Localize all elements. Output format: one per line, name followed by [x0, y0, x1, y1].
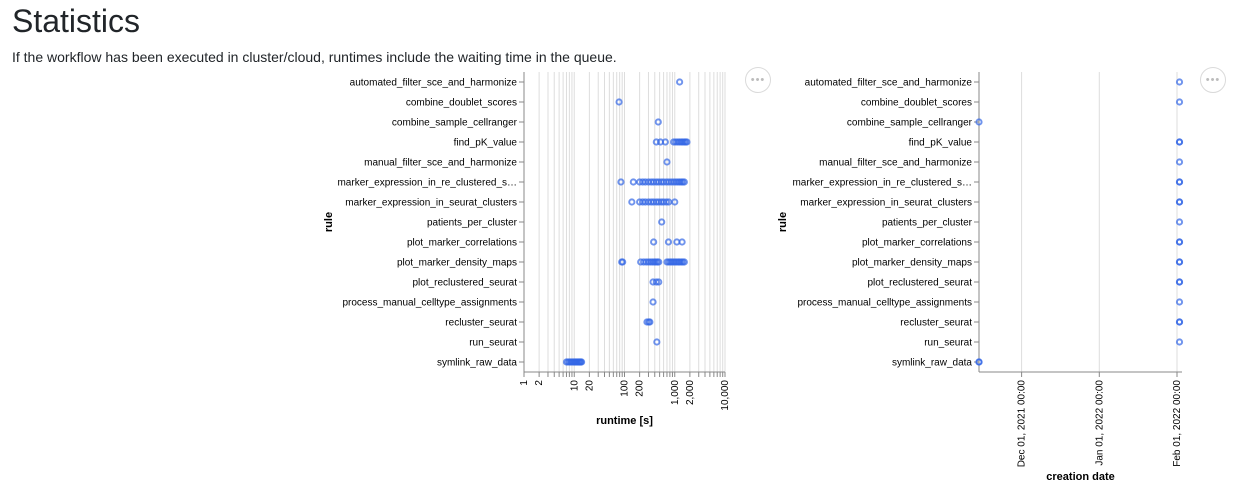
y-tick-label: process_manual_celltype_assignments [342, 298, 517, 309]
more-icon: ••• [1205, 73, 1221, 86]
x-tick-label: Jan 01, 2022 00:00 [1094, 380, 1105, 466]
data-point [680, 258, 688, 266]
y-tick-label: marker_expression_in_seurat_clusters [345, 198, 517, 209]
y-axis-title: rule [323, 212, 335, 232]
data-point [1175, 258, 1184, 266]
y-tick-label: plot_reclustered_seurat [412, 278, 517, 289]
y-tick-label: recluster_seurat [445, 318, 517, 329]
data-point [1175, 218, 1184, 226]
x-tick-label: 100 [620, 380, 631, 397]
y-tick-label: plot_marker_density_maps [852, 258, 972, 269]
data-point [678, 238, 686, 246]
y-tick-label: symlink_raw_data [437, 358, 517, 369]
y-tick-label: plot_marker_correlations [862, 238, 972, 249]
data-point [649, 298, 657, 306]
page-description: If the workflow has been executed in clu… [12, 49, 617, 65]
data-point [664, 238, 673, 246]
data-point [653, 338, 661, 346]
y-tick-label: run_seurat [469, 338, 517, 349]
data-point [619, 258, 627, 266]
data-point [676, 78, 684, 86]
x-tick-label: 1 [519, 380, 530, 386]
data-point [577, 358, 586, 366]
x-tick-label: 2 [534, 380, 545, 386]
data-point [680, 178, 688, 186]
y-tick-label: recluster_seurat [900, 318, 972, 329]
runtime-chart-actions-button[interactable]: ••• [745, 67, 771, 93]
y-tick-label: process_manual_celltype_assignments [797, 298, 972, 309]
data-point [652, 138, 660, 146]
data-point [1175, 78, 1184, 86]
x-tick-label: 2,000 [685, 380, 696, 405]
y-tick-label: symlink_raw_data [892, 358, 972, 369]
y-tick-label: manual_filter_sce_and_harmonize [364, 158, 517, 169]
x-tick-label: Dec 01, 2021 00:00 [1017, 380, 1028, 468]
creation-date-chart-actions-button[interactable]: ••• [1200, 67, 1226, 93]
data-point [1175, 338, 1184, 346]
y-tick-label: find_pK_value [909, 138, 973, 149]
data-point [617, 178, 625, 186]
y-tick-label: automated_filter_sce_and_harmonize [350, 78, 518, 89]
x-tick-label: 20 [584, 380, 595, 392]
data-point [1175, 158, 1184, 166]
data-point [658, 218, 666, 226]
y-tick-label: combine_sample_cellranger [392, 118, 518, 129]
y-tick-label: combine_doublet_scores [406, 98, 517, 109]
data-point [975, 358, 983, 366]
x-tick-label: 10 [569, 380, 580, 392]
y-tick-label: automated_filter_sce_and_harmonize [805, 78, 973, 89]
data-point [646, 318, 654, 326]
data-point [663, 158, 671, 166]
y-tick-label: manual_filter_sce_and_harmonize [819, 158, 972, 169]
x-tick-label: Feb 01, 2022 00:00 [1172, 380, 1183, 467]
page-title: Statistics [12, 3, 141, 39]
y-tick-label: patients_per_cluster [882, 218, 973, 229]
y-tick-label: marker_expression_in_re_clustered_s… [792, 178, 972, 189]
data-point [1175, 178, 1184, 186]
y-tick-label: combine_sample_cellranger [847, 118, 973, 129]
x-axis-title: creation date [1046, 471, 1114, 483]
data-point [650, 238, 658, 246]
data-point [1175, 98, 1184, 106]
data-point [628, 198, 636, 206]
data-point [683, 138, 691, 146]
y-axis-title: rule [777, 212, 789, 232]
x-axis-title: runtime [s] [596, 415, 653, 427]
y-tick-label: patients_per_cluster [427, 218, 518, 229]
data-point [1175, 138, 1184, 146]
data-point [1175, 198, 1184, 206]
data-point [661, 138, 669, 146]
data-point [655, 278, 663, 286]
data-point [1175, 318, 1184, 326]
x-tick-label: 200 [635, 380, 646, 397]
y-tick-label: combine_doublet_scores [861, 98, 972, 109]
data-point [654, 118, 662, 126]
y-tick-label: plot_marker_correlations [407, 238, 517, 249]
more-icon: ••• [750, 73, 766, 86]
data-point [1175, 298, 1184, 306]
data-point [1175, 238, 1184, 246]
data-point [671, 198, 679, 206]
creation-date-chart: Dec 01, 2021 00:00 Jan 01, 2022 00:00 Feb … [777, 72, 1184, 483]
y-tick-label: marker_expression_in_seurat_clusters [800, 198, 972, 209]
y-tick-label: plot_reclustered_seurat [867, 278, 972, 289]
y-tick-label: plot_marker_density_maps [397, 258, 517, 269]
data-point [615, 98, 623, 106]
data-point [629, 178, 637, 186]
x-tick-label: 10,000 [720, 380, 731, 411]
y-tick-label: find_pK_value [454, 138, 518, 149]
y-tick-label: run_seurat [924, 338, 972, 349]
runtime-chart: 1 2 10 20 100 200 1,000 2,000 10,000 automated_fi… [323, 72, 731, 427]
y-tick-label: marker_expression_in_re_clustered_s… [337, 178, 517, 189]
data-point [655, 258, 663, 266]
x-tick-label: 1,000 [670, 380, 681, 405]
data-point [1175, 278, 1184, 286]
data-point [975, 118, 983, 126]
